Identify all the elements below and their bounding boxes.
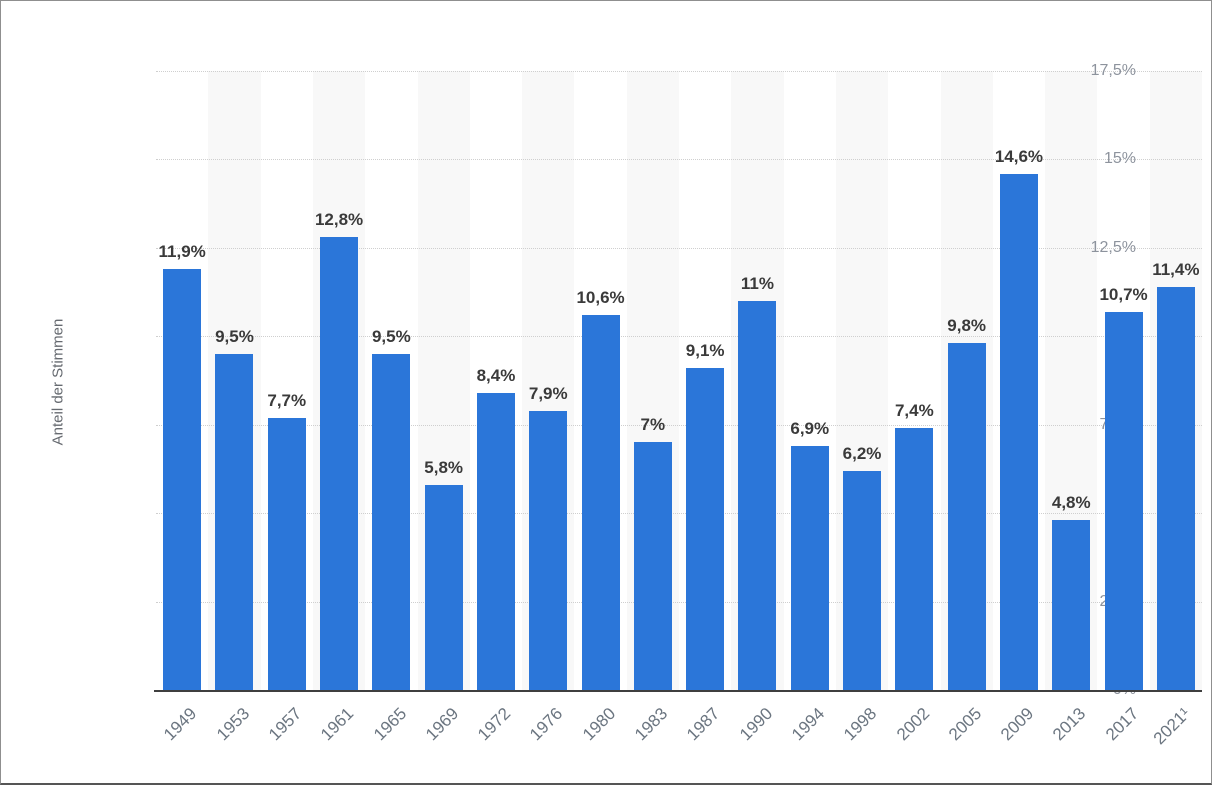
bar-2021 bbox=[1156, 287, 1195, 690]
y-tick-label: 15% bbox=[1103, 150, 1136, 168]
value-label: 7,9% bbox=[528, 384, 568, 403]
bar-1953 bbox=[215, 354, 254, 690]
y-tick-label: 17,5% bbox=[1090, 62, 1136, 79]
bar-1980 bbox=[581, 315, 620, 690]
value-label: 9,1% bbox=[685, 341, 725, 360]
value-label: 5,8% bbox=[424, 458, 464, 477]
x-tick-label: 1953 bbox=[212, 704, 253, 745]
value-label: 7,4% bbox=[894, 401, 934, 420]
x-tick-label: 1961 bbox=[317, 704, 358, 745]
x-axis-line bbox=[154, 690, 1202, 692]
x-tick-label: 2017 bbox=[1101, 704, 1142, 745]
value-label: 11% bbox=[740, 274, 774, 293]
x-tick-label: 1976 bbox=[526, 704, 567, 745]
bar-2009 bbox=[999, 174, 1038, 690]
y-tick-label: 12,5% bbox=[1090, 238, 1136, 256]
bar-2005 bbox=[947, 343, 986, 690]
bar-1998 bbox=[843, 471, 882, 690]
bar-1987 bbox=[686, 368, 725, 690]
value-label: 7,7% bbox=[267, 391, 307, 410]
x-tick-label: 1990 bbox=[735, 704, 776, 745]
x-tick-label: 1972 bbox=[474, 704, 515, 745]
gridline bbox=[156, 424, 1202, 426]
gridline bbox=[156, 336, 1202, 338]
x-tick-label: 1998 bbox=[840, 704, 881, 745]
x-tick-label: 1969 bbox=[421, 704, 463, 745]
bar-1994 bbox=[790, 446, 829, 690]
bar-1957 bbox=[267, 418, 306, 690]
bar-1972 bbox=[476, 393, 515, 690]
bar-1976 bbox=[529, 411, 568, 690]
value-label: 11,9% bbox=[158, 242, 206, 261]
x-tick-label: 2005 bbox=[944, 704, 986, 745]
value-label: 10,7% bbox=[1099, 285, 1148, 304]
value-label: 10,6% bbox=[576, 288, 625, 307]
value-label: 12,8% bbox=[314, 210, 364, 229]
value-label: 6,9% bbox=[790, 419, 830, 438]
y-axis-title: Anteil der Stimmen bbox=[49, 318, 67, 446]
gridline bbox=[156, 71, 1202, 72]
x-tick-label: 1957 bbox=[265, 704, 306, 745]
bar-1983 bbox=[633, 442, 672, 690]
x-tick-label: 2013 bbox=[1049, 704, 1090, 745]
x-tick-label: 1987 bbox=[683, 704, 724, 745]
gridline bbox=[156, 601, 1202, 603]
x-tick-label: 1949 bbox=[160, 704, 201, 745]
value-label: 11,4% bbox=[1152, 260, 1200, 279]
value-label: 8,4% bbox=[476, 366, 516, 385]
bar-2017 bbox=[1104, 312, 1143, 690]
gridline bbox=[156, 247, 1202, 249]
gridline bbox=[156, 159, 1202, 161]
x-tick-label: 2009 bbox=[997, 704, 1038, 745]
x-tick-label: 2002 bbox=[892, 704, 933, 745]
value-label: 4,8% bbox=[1051, 493, 1091, 512]
bar-1990 bbox=[738, 301, 777, 690]
value-label: 14,6% bbox=[994, 147, 1044, 166]
value-label: 7% bbox=[640, 415, 666, 434]
value-label: 9,8% bbox=[947, 316, 987, 335]
value-label: 9,5% bbox=[215, 327, 254, 346]
bar-1969 bbox=[424, 485, 463, 690]
bar-1965 bbox=[372, 354, 411, 690]
value-label: 9,5% bbox=[371, 327, 411, 346]
x-tick-label: 1965 bbox=[369, 704, 410, 745]
bar-2002 bbox=[895, 428, 934, 690]
bar-2013 bbox=[1052, 520, 1091, 690]
value-label: 6,2% bbox=[842, 444, 882, 463]
x-tick-label: 1980 bbox=[578, 704, 619, 745]
x-tick-label: 1983 bbox=[631, 704, 672, 745]
gridline bbox=[156, 513, 1202, 515]
x-tick-label: 2021¹ bbox=[1150, 704, 1195, 749]
bar-1949 bbox=[163, 269, 202, 690]
bar-1961 bbox=[320, 237, 359, 690]
x-tick-label: 1994 bbox=[788, 704, 829, 745]
